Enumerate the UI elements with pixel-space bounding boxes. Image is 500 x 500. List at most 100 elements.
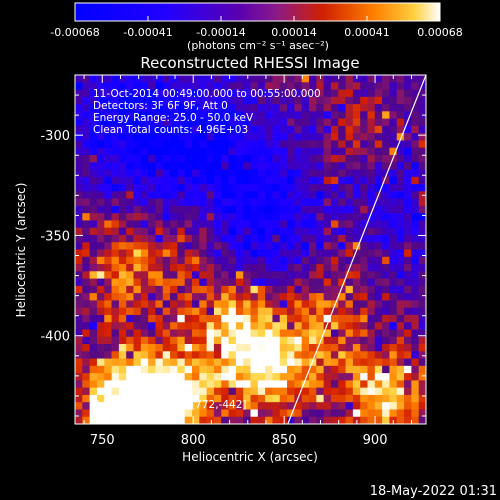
heatmap-cell [272,133,281,141]
heatmap-cell [162,314,171,323]
heatmap-cell [404,394,412,403]
heatmap-cell [228,184,237,192]
heatmap-cell [301,336,310,345]
heatmap-cell [104,234,112,243]
heatmap-cell [206,234,215,243]
heatmap-cell [404,227,412,236]
heatmap-cell [148,227,156,236]
heatmap-cell [96,278,105,287]
heatmap-cell [265,293,273,301]
heatmap-cell [272,89,281,98]
heatmap-cell [177,409,186,418]
heatmap-cell [89,300,98,309]
heatmap-cell [162,234,171,243]
heatmap-cell [126,89,134,98]
heatmap-cell [206,125,215,134]
heatmap-cell [75,96,83,105]
heatmap-cell [330,394,339,403]
heatmap-cell [111,205,120,214]
heatmap-cell [126,300,134,309]
heatmap-cell [404,133,412,141]
heatmap-cell [411,314,420,323]
heatmap-cell [257,140,266,149]
heatmap-cell [396,118,405,127]
heatmap-cell [140,358,149,367]
heatmap-cell [330,336,339,345]
heatmap-cell [338,82,346,90]
heatmap-cell [287,154,295,163]
heatmap-cell [411,365,420,374]
heatmap-cell [192,285,200,294]
heatmap-cell [316,176,325,185]
heatmap-cell [213,82,222,90]
heatmap-cell [272,293,281,301]
heatmap-cell [360,133,368,141]
heatmap-cell [118,293,127,301]
heatmap-cell [330,75,339,83]
heatmap-cell [96,205,105,214]
heatmap-cell [352,220,361,229]
heatmap-cell [330,118,339,127]
heatmap-cell [352,249,361,258]
heatmap-cell [199,89,208,98]
heatmap-cell [374,256,383,265]
heatmap-cell [367,278,376,287]
heatmap-cell [250,416,259,424]
heatmap-cell [126,329,134,338]
heatmap-cell [316,409,325,418]
heatmap-cell [279,271,288,279]
heatmap-cell [250,314,259,323]
heatmap-cell [133,242,142,250]
heatmap-cell [316,213,325,221]
heatmap-cell [279,242,288,250]
heatmap-cell [382,351,390,359]
heatmap-cell [104,75,112,83]
heatmap-cell [155,285,164,294]
heatmap-cell [294,111,303,120]
heatmap-cell [360,285,368,294]
heatmap-cell [411,373,420,381]
heatmap-cell [140,154,149,163]
heatmap-cell [272,184,281,192]
heatmap-cell [360,394,368,403]
heatmap-cell [89,89,98,98]
heatmap-cell [148,147,156,156]
colorbar-tick-label: 0.00041 [344,26,390,39]
heatmap-cell [243,82,251,90]
heatmap-cell [411,285,420,294]
heatmap-cell [228,402,237,410]
heatmap-cell [330,416,339,424]
heatmap-cell [294,227,303,236]
heatmap-cell [352,104,361,112]
heatmap-cell [279,227,288,236]
heatmap-cell [367,336,376,345]
heatmap-cell [360,162,368,170]
heatmap-cell [374,300,383,309]
heatmap-cell [206,314,215,323]
heatmap-cell [323,285,332,294]
heatmap-cell [323,380,332,389]
heatmap-cell [213,234,222,243]
heatmap-cell [206,416,215,424]
heatmap-cell [257,351,266,359]
heatmap-cell [192,402,200,410]
heatmap-cell [301,220,310,229]
heatmap-cell [287,387,295,396]
heatmap-cell [199,380,208,389]
heatmap-cell [126,140,134,149]
heatmap-cell [411,133,420,141]
heatmap-cell [184,220,193,229]
heatmap-cell [104,249,112,258]
heatmap-cell [162,402,171,410]
heatmap-cell [213,300,222,309]
heatmap-cell [192,387,200,396]
heatmap-cell [360,89,368,98]
heatmap-cell [184,293,193,301]
heatmap-cell [330,344,339,352]
heatmap-cell [345,336,354,345]
heatmap-cell [111,394,120,403]
heatmap-cell [418,140,426,149]
heatmap-cell [330,184,339,192]
heatmap-cell [221,184,229,192]
heatmap-cell [352,314,361,323]
